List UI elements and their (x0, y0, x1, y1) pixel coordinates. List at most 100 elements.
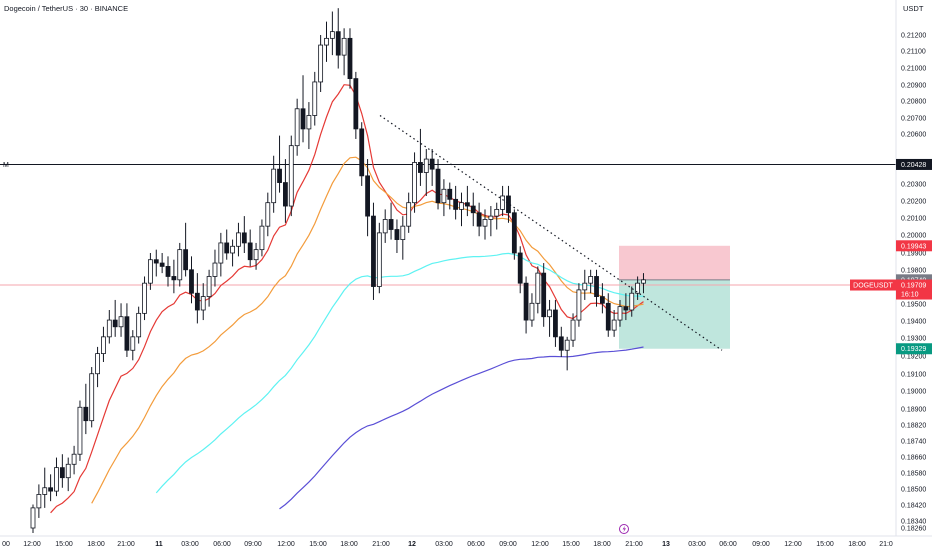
candle-up[interactable] (118, 316, 124, 328)
candle-up[interactable] (306, 115, 312, 130)
candle-down[interactable] (371, 215, 376, 287)
candle-down[interactable] (599, 296, 605, 304)
candle-down[interactable] (165, 266, 171, 277)
time-axis[interactable]: 00 12:00 15:00 18:00 21:00 11 03:00 06:00 09:00 1… (2, 541, 893, 548)
candle-up[interactable] (200, 296, 206, 311)
candle-down[interactable] (277, 168, 282, 183)
candle-up[interactable] (482, 219, 488, 227)
candle-down[interactable] (159, 262, 165, 267)
candle-up[interactable] (441, 188, 447, 204)
candle-up[interactable] (147, 259, 153, 284)
candle-down[interactable] (194, 292, 200, 311)
candle-up[interactable] (312, 81, 318, 116)
candle-up[interactable] (54, 467, 59, 492)
trend-line[interactable] (379, 114, 723, 351)
candle-down[interactable] (511, 212, 517, 254)
candle-up[interactable] (294, 108, 300, 147)
candle-down[interactable] (347, 37, 353, 79)
candle-down[interactable] (241, 232, 247, 244)
candle-up[interactable] (253, 249, 259, 261)
candle-down[interactable] (464, 202, 470, 207)
candle-down[interactable] (435, 168, 441, 204)
candle-up[interactable] (71, 453, 77, 465)
candle-down[interactable] (83, 406, 89, 422)
candle-down[interactable] (523, 282, 529, 321)
candle-up[interactable] (611, 319, 617, 331)
candle-up[interactable] (206, 276, 212, 297)
candle-down[interactable] (429, 158, 435, 170)
candle-up[interactable] (324, 37, 329, 46)
candle-up[interactable] (641, 279, 646, 284)
candle-up[interactable] (494, 208, 500, 217)
candle-down[interactable] (153, 259, 159, 264)
candle-down[interactable] (189, 269, 194, 294)
candle-up[interactable] (30, 507, 36, 529)
candle-up[interactable] (265, 202, 271, 227)
candle-up[interactable] (259, 225, 265, 251)
candle-up[interactable] (588, 276, 594, 284)
candle-up[interactable] (629, 292, 635, 311)
candle-down[interactable] (112, 319, 118, 328)
candle-down[interactable] (283, 182, 288, 207)
candle-down[interactable] (605, 302, 611, 331)
candle-down[interactable] (418, 162, 423, 173)
candle-down[interactable] (224, 242, 230, 254)
candle-up[interactable] (142, 282, 147, 314)
candle-up[interactable] (376, 232, 382, 287)
candle-down[interactable] (124, 316, 130, 351)
candle-down[interactable] (453, 198, 459, 210)
candle-up[interactable] (382, 219, 388, 234)
candle-up[interactable] (65, 463, 71, 479)
candle-up[interactable] (318, 44, 324, 83)
position-target-zone[interactable] (619, 245, 730, 280)
candle-down[interactable] (447, 188, 453, 200)
lightning-event-icon[interactable] (619, 524, 629, 534)
candle-up[interactable] (500, 195, 506, 210)
candle-down[interactable] (506, 195, 511, 214)
candle-up[interactable] (42, 487, 48, 495)
candle-up[interactable] (576, 289, 582, 321)
candle-up[interactable] (106, 319, 112, 338)
candle-up[interactable] (535, 272, 541, 304)
candle-up[interactable] (341, 37, 347, 56)
candle-down[interactable] (394, 229, 400, 240)
candle-down[interactable] (388, 219, 394, 230)
moving-average-line[interactable] (155, 252, 644, 494)
candle-up[interactable] (101, 336, 106, 355)
candle-up[interactable] (406, 202, 412, 227)
candle-up[interactable] (89, 373, 95, 422)
candle-up[interactable] (271, 168, 277, 204)
candle-down[interactable] (365, 175, 370, 217)
candle-up[interactable] (547, 309, 552, 318)
candle-up[interactable] (459, 202, 464, 210)
candle-down[interactable] (335, 31, 341, 56)
candle-down[interactable] (558, 336, 564, 351)
candle-up[interactable] (36, 494, 42, 509)
candle-up[interactable] (77, 406, 83, 455)
candle-up[interactable] (635, 282, 641, 294)
candle-down[interactable] (183, 249, 189, 271)
candle-down[interactable] (594, 276, 599, 297)
candle-up[interactable] (288, 145, 294, 207)
candle-up[interactable] (617, 306, 623, 321)
candle-up[interactable] (329, 31, 335, 39)
candle-up[interactable] (529, 302, 535, 321)
moving-average-line[interactable] (279, 346, 644, 510)
candle-down[interactable] (470, 205, 476, 214)
candle-up[interactable] (130, 336, 136, 351)
candle-up[interactable] (95, 353, 100, 375)
candle-down[interactable] (476, 212, 482, 227)
candle-down[interactable] (247, 242, 253, 261)
candle-up[interactable] (212, 262, 218, 277)
candle-down[interactable] (48, 487, 54, 492)
candle-up[interactable] (236, 232, 241, 247)
candle-down[interactable] (517, 252, 523, 284)
candle-up[interactable] (177, 249, 183, 281)
candle-up[interactable] (230, 245, 235, 254)
candle-up[interactable] (488, 215, 494, 220)
candle-up[interactable] (136, 312, 142, 338)
candle-up[interactable] (564, 339, 570, 351)
candle-up[interactable] (412, 162, 417, 204)
candle-down[interactable] (59, 467, 65, 479)
